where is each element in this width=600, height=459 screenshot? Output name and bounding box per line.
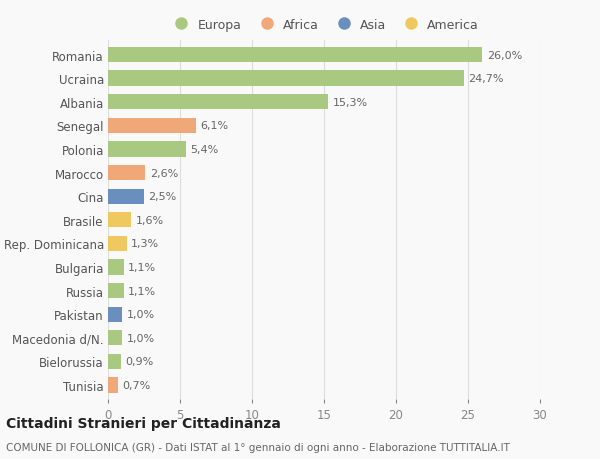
Text: 26,0%: 26,0% xyxy=(487,50,522,61)
Legend: Europa, Africa, Asia, America: Europa, Africa, Asia, America xyxy=(169,18,479,32)
Bar xyxy=(108,71,464,87)
Bar xyxy=(108,95,328,110)
Text: 1,1%: 1,1% xyxy=(128,286,156,296)
Bar xyxy=(108,378,118,393)
Text: 2,5%: 2,5% xyxy=(148,192,176,202)
Bar xyxy=(108,189,144,204)
Text: 15,3%: 15,3% xyxy=(332,98,368,107)
Text: 24,7%: 24,7% xyxy=(468,74,503,84)
Text: 0,7%: 0,7% xyxy=(122,380,151,390)
Text: 2,6%: 2,6% xyxy=(150,168,178,178)
Bar xyxy=(108,283,124,299)
Bar xyxy=(108,213,131,228)
Bar xyxy=(108,354,121,369)
Text: COMUNE DI FOLLONICA (GR) - Dati ISTAT al 1° gennaio di ogni anno - Elaborazione : COMUNE DI FOLLONICA (GR) - Dati ISTAT al… xyxy=(6,442,510,452)
Text: 5,4%: 5,4% xyxy=(190,145,218,155)
Bar xyxy=(108,166,145,181)
Bar xyxy=(108,142,186,157)
Text: 1,0%: 1,0% xyxy=(127,333,155,343)
Bar xyxy=(108,236,127,252)
Text: 1,0%: 1,0% xyxy=(127,309,155,319)
Text: 6,1%: 6,1% xyxy=(200,121,228,131)
Bar xyxy=(108,48,482,63)
Text: 1,3%: 1,3% xyxy=(131,239,159,249)
Text: 1,6%: 1,6% xyxy=(136,215,163,225)
Text: Cittadini Stranieri per Cittadinanza: Cittadini Stranieri per Cittadinanza xyxy=(6,416,281,430)
Bar xyxy=(108,260,124,275)
Text: 0,9%: 0,9% xyxy=(125,357,154,367)
Bar xyxy=(108,307,122,322)
Text: 1,1%: 1,1% xyxy=(128,263,156,273)
Bar xyxy=(108,118,196,134)
Bar xyxy=(108,330,122,346)
